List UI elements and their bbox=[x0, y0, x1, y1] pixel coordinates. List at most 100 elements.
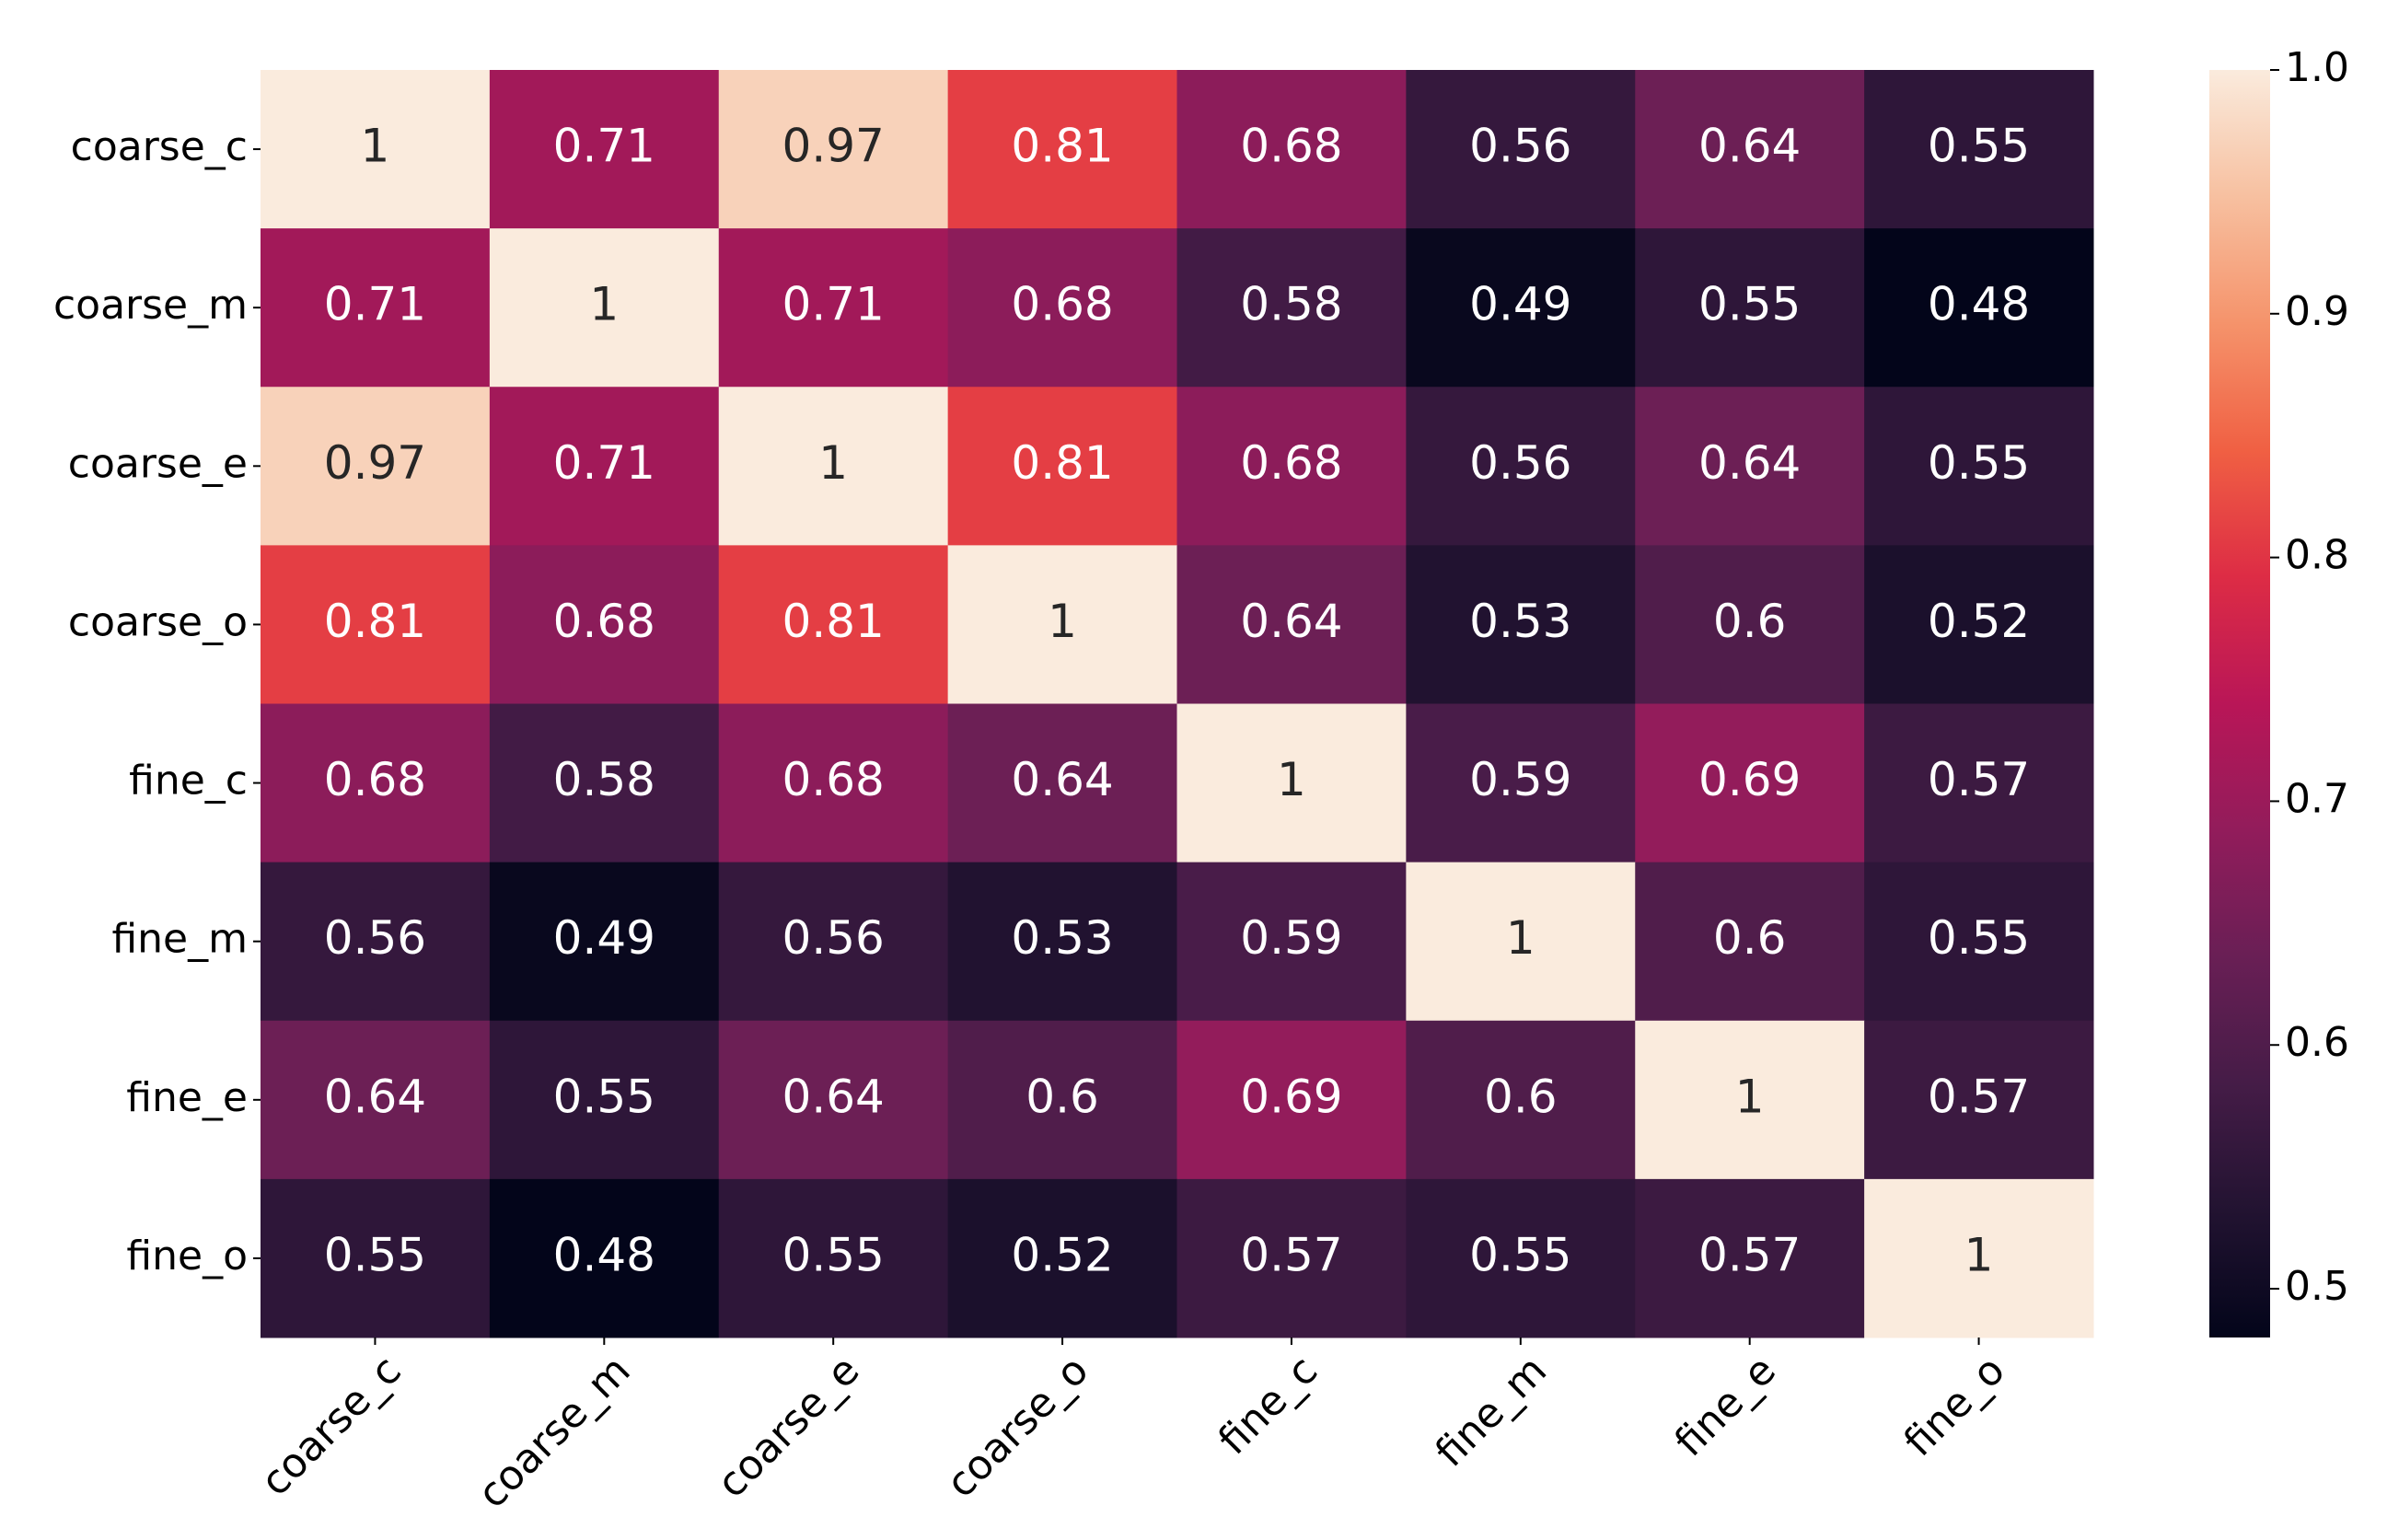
heatmap-cell bbox=[1406, 862, 1636, 1022]
heatmap-cell bbox=[1406, 1020, 1636, 1180]
y-tick-label: fine_e bbox=[126, 1074, 248, 1121]
cell-annotation: 0.57 bbox=[1698, 1228, 1801, 1281]
heatmap-cell bbox=[947, 228, 1177, 388]
cell-annotation: 0.6 bbox=[1713, 911, 1787, 965]
heatmap-cell bbox=[261, 1178, 491, 1338]
cell-annotation: 0.56 bbox=[1469, 120, 1571, 173]
cell-annotation: 0.53 bbox=[1469, 595, 1571, 648]
cell-annotation: 0.52 bbox=[1928, 595, 2030, 648]
cell-annotation: 0.58 bbox=[1240, 278, 1342, 331]
heatmap-cell bbox=[1635, 228, 1865, 388]
heatmap-cell bbox=[261, 70, 491, 229]
heatmap-cell bbox=[947, 703, 1177, 863]
x-tick-label: fine_o bbox=[1895, 1347, 2014, 1465]
heatmap-cell bbox=[489, 1020, 720, 1180]
y-tick-label: coarse_m bbox=[53, 282, 248, 329]
cell-annotation: 0.6 bbox=[1484, 1070, 1558, 1123]
heatmap-cell bbox=[1635, 862, 1865, 1022]
cell-annotation: 0.64 bbox=[1698, 120, 1801, 173]
cell-annotation: 1 bbox=[1506, 911, 1535, 965]
heatmap-cell bbox=[718, 703, 949, 863]
heatmap-cell bbox=[261, 703, 491, 863]
cell-annotation: 1 bbox=[1277, 753, 1306, 806]
heatmap-cell bbox=[261, 387, 491, 546]
x-tick-label: fine_e bbox=[1666, 1347, 1785, 1465]
colorbar-tick-label: 0.7 bbox=[2285, 775, 2349, 822]
heatmap-cell bbox=[261, 228, 491, 388]
heatmap-cell bbox=[1635, 1020, 1865, 1180]
x-tick-label: coarse_c bbox=[252, 1347, 411, 1505]
heatmap-cell bbox=[261, 862, 491, 1022]
cell-annotation: 1 bbox=[818, 436, 848, 490]
heatmap-cell bbox=[489, 862, 720, 1022]
cell-annotation: 0.97 bbox=[324, 436, 426, 490]
cell-annotation: 0.56 bbox=[1469, 436, 1571, 490]
heatmap-cell bbox=[1864, 1020, 2094, 1180]
cell-annotation: 0.64 bbox=[1011, 753, 1113, 806]
x-tick-label: coarse_m bbox=[469, 1347, 639, 1517]
heatmap-cell bbox=[947, 545, 1177, 704]
heatmap-cell bbox=[1406, 703, 1636, 863]
heatmap-cell bbox=[1864, 228, 2094, 388]
heatmap-cell bbox=[718, 1178, 949, 1338]
heatmap-cell bbox=[947, 387, 1177, 546]
cell-annotation: 1 bbox=[589, 278, 619, 331]
heatmap-cell bbox=[1176, 862, 1407, 1022]
cell-annotation: 0.55 bbox=[1928, 120, 2030, 173]
heatmap-cell bbox=[1635, 703, 1865, 863]
cell-annotation: 0.49 bbox=[553, 911, 655, 965]
cell-annotation: 0.55 bbox=[782, 1228, 885, 1281]
cell-annotation: 0.57 bbox=[1928, 753, 2030, 806]
cell-annotation: 0.71 bbox=[782, 278, 885, 331]
cell-annotation: 0.55 bbox=[1928, 911, 2030, 965]
heatmap-cell bbox=[1406, 1178, 1636, 1338]
heatmap-cell bbox=[489, 1178, 720, 1338]
cell-annotation: 0.81 bbox=[782, 595, 885, 648]
heatmap-cell bbox=[1864, 545, 2094, 704]
heatmap-cell bbox=[1635, 387, 1865, 546]
heatmap-cell bbox=[261, 545, 491, 704]
cell-annotation: 0.58 bbox=[553, 753, 655, 806]
x-tick-label: fine_c bbox=[1210, 1347, 1327, 1464]
cell-annotation: 0.71 bbox=[553, 120, 655, 173]
cell-annotation: 1 bbox=[1735, 1070, 1765, 1123]
heatmap-cell bbox=[489, 70, 720, 229]
y-tick-label: fine_c bbox=[129, 758, 248, 805]
heatmap-cell bbox=[947, 70, 1177, 229]
cell-annotation: 0.55 bbox=[1928, 436, 2030, 490]
heatmap-cell bbox=[718, 70, 949, 229]
heatmap-cell bbox=[718, 228, 949, 388]
heatmap-cell bbox=[1406, 387, 1636, 546]
cell-annotation: 0.49 bbox=[1469, 278, 1571, 331]
heatmap-cell bbox=[1635, 70, 1865, 229]
heatmap-cell bbox=[1406, 545, 1636, 704]
cell-annotation: 0.68 bbox=[324, 753, 426, 806]
heatmap-cell bbox=[261, 1020, 491, 1180]
colorbar-tick-label: 0.5 bbox=[2285, 1263, 2349, 1310]
x-tick-label: coarse_e bbox=[708, 1347, 868, 1507]
cell-annotation: 1 bbox=[1964, 1228, 1994, 1281]
cell-annotation: 0.56 bbox=[324, 911, 426, 965]
heatmap-cell bbox=[1176, 387, 1407, 546]
heatmap-cell bbox=[947, 1178, 1177, 1338]
heatmap-cell bbox=[718, 545, 949, 704]
cell-annotation: 0.81 bbox=[1011, 436, 1113, 490]
cell-annotation: 0.97 bbox=[782, 120, 885, 173]
cell-annotation: 0.81 bbox=[324, 595, 426, 648]
heatmap-cell bbox=[1406, 70, 1636, 229]
cell-annotation: 0.81 bbox=[1011, 120, 1113, 173]
cell-annotation: 0.59 bbox=[1469, 753, 1571, 806]
heatmap-cell bbox=[1864, 1178, 2094, 1338]
cell-annotation: 0.68 bbox=[553, 595, 655, 648]
cell-annotation: 1 bbox=[361, 120, 390, 173]
cell-annotation: 0.6 bbox=[1713, 595, 1787, 648]
heatmap-cell bbox=[1176, 1178, 1407, 1338]
cell-annotation: 0.59 bbox=[1240, 911, 1342, 965]
cell-annotation: 0.68 bbox=[782, 753, 885, 806]
colorbar-tick-label: 0.6 bbox=[2285, 1019, 2349, 1066]
colorbar-tick-label: 1.0 bbox=[2285, 44, 2349, 91]
colorbar-tick-label: 0.9 bbox=[2285, 288, 2349, 335]
cell-annotation: 0.69 bbox=[1240, 1070, 1342, 1123]
heatmap-cell bbox=[947, 862, 1177, 1022]
